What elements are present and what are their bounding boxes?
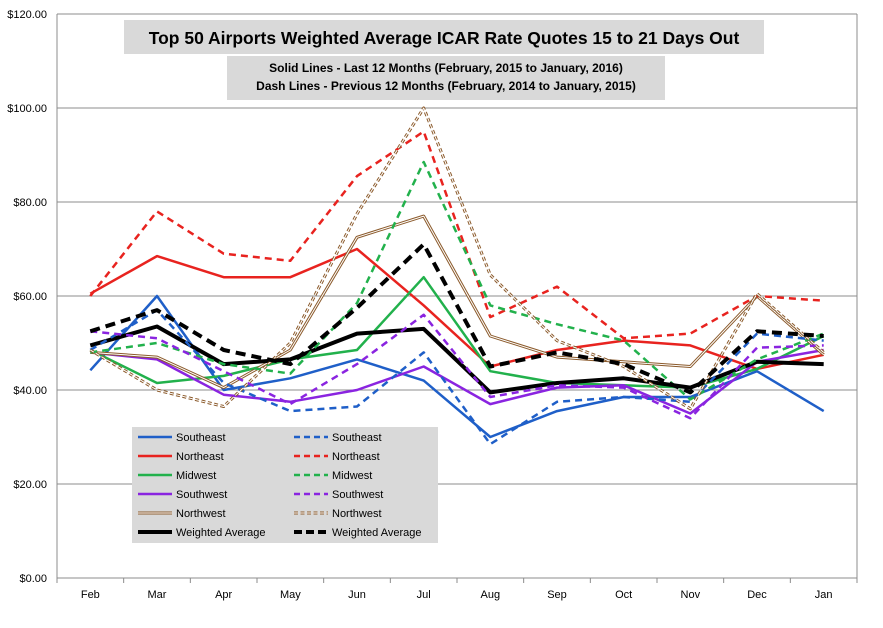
chart-subtitle-line: Solid Lines - Last 12 Months (February, …: [269, 61, 623, 75]
x-tick-label: Jun: [348, 589, 366, 601]
chart-subtitle-line: Dash Lines - Previous 12 Months (Februar…: [256, 79, 636, 93]
subtitle-box: [227, 56, 665, 100]
northwest-solid-line-inner: [90, 215, 825, 389]
y-tick-label: $40.00: [13, 385, 47, 397]
x-tick-label: Sep: [547, 589, 567, 601]
y-tick-label: $120.00: [7, 9, 47, 21]
northwest-dash-line-inner: [90, 107, 825, 410]
northeast-solid-line: [89, 247, 824, 371]
x-tick-label: Nov: [681, 589, 701, 601]
y-tick-label: $20.00: [13, 479, 47, 491]
legend-label-midwest-dash: Midwest: [332, 470, 372, 482]
x-tick-label: Jul: [417, 589, 431, 601]
legend-label-southeast-dash: Southeast: [332, 432, 382, 444]
legend-label-weighted-average-dash: Weighted Average: [332, 527, 422, 539]
title-box: [124, 20, 764, 54]
x-tick-label: Jan: [815, 589, 833, 601]
midwest-dash-line: [90, 160, 825, 401]
y-tick-label: $80.00: [13, 197, 47, 209]
northeast-dash-line: [89, 130, 824, 340]
y-tick-label: $0.00: [19, 573, 47, 585]
y-tick-label: $60.00: [13, 291, 47, 303]
southeast-dash-line: [89, 308, 824, 446]
legend-label-midwest-solid: Midwest: [176, 470, 216, 482]
x-tick-label: Oct: [615, 589, 632, 601]
legend-label-northwest-solid: Northwest: [176, 508, 226, 520]
chart-title: Top 50 Airports Weighted Average ICAR Ra…: [149, 28, 740, 48]
legend-label-southwest-solid: Southwest: [176, 489, 227, 501]
x-tick-label: Apr: [215, 589, 232, 601]
legend-label-southeast-solid: Southeast: [176, 432, 226, 444]
southwest-solid-line: [90, 348, 824, 415]
x-tick-label: May: [280, 589, 301, 601]
legend-label-weighted-average-solid: Weighted Average: [176, 527, 266, 539]
x-tick-label: Mar: [148, 589, 167, 601]
y-tick-label: $100.00: [7, 103, 47, 115]
legend-box: [132, 427, 438, 543]
legend-label-northwest-dash: Northwest: [332, 508, 382, 520]
x-tick-label: Aug: [481, 589, 501, 601]
weighted-average-dash-line: [89, 242, 824, 395]
x-tick-label: Dec: [747, 589, 767, 601]
legend-label-northeast-dash: Northeast: [332, 451, 380, 463]
legend-label-northeast-solid: Northeast: [176, 451, 224, 463]
legend-label-southwest-dash: Southwest: [332, 489, 383, 501]
series-lines: [89, 106, 825, 446]
x-tick-label: Feb: [81, 589, 100, 601]
